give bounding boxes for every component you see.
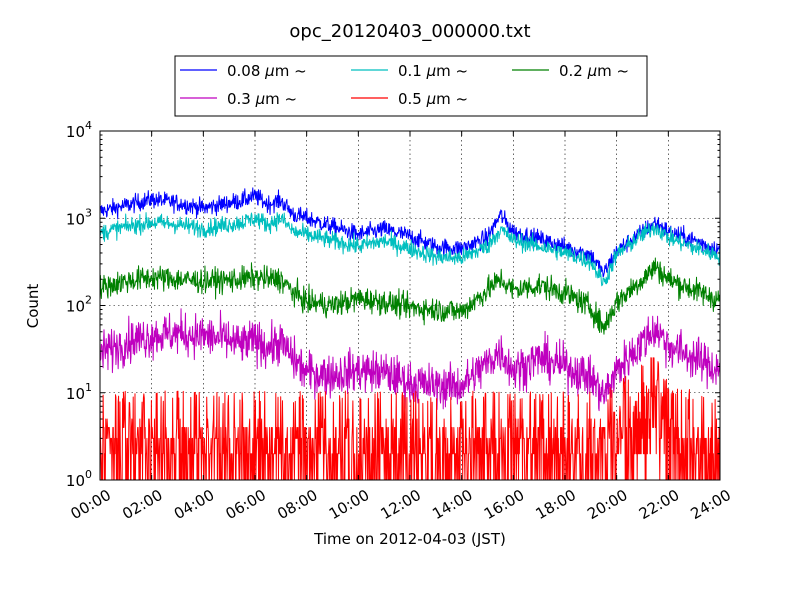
y-tick-label: 102	[66, 294, 92, 316]
series-line-3	[99, 257, 721, 335]
x-axis-label: Time on 2012-04-03 (JST)	[313, 530, 506, 548]
x-tick-label: 22:00	[636, 486, 682, 523]
legend-label-2: 0.1 μm ~	[398, 62, 468, 80]
series-line-4	[99, 308, 721, 412]
y-tick-label: 103	[66, 206, 92, 228]
legend-label-1: 0.08 μm ~	[227, 62, 307, 80]
x-tick-label: 16:00	[481, 486, 527, 523]
x-tick-label: 04:00	[171, 486, 217, 523]
x-tick-label: 14:00	[429, 486, 475, 523]
x-tick-label: 08:00	[274, 486, 320, 523]
y-tick-label: 104	[66, 119, 92, 141]
x-tick-label: 02:00	[119, 486, 165, 523]
chart-title: opc_20120403_000000.txt	[289, 21, 530, 42]
series-line-2	[99, 212, 721, 287]
legend-label-3: 0.2 μm ~	[559, 62, 629, 80]
legend-box	[174, 55, 648, 117]
series-line-1	[99, 187, 721, 278]
x-tick-label: 20:00	[584, 486, 630, 523]
legend-label-5: 0.5 μm ~	[398, 90, 468, 108]
y-tick-label: 100	[66, 468, 92, 490]
x-tick-label: 24:00	[688, 486, 734, 523]
x-tick-label: 18:00	[533, 486, 579, 523]
legend: 0.08 μm ~ 0.1 μm ~ 0.2 μm ~ 0.3 μm ~ 0.5 μm …	[174, 55, 648, 117]
y-tick-label: 101	[66, 381, 92, 403]
x-tick-label: 06:00	[223, 486, 269, 523]
x-tick-label: 00:00	[68, 486, 114, 523]
x-tick-label: 10:00	[326, 486, 372, 523]
legend-label-4: 0.3 μm ~	[227, 90, 297, 108]
x-tick-label: 12:00	[378, 486, 424, 523]
y-axis-label: Count	[24, 284, 42, 329]
